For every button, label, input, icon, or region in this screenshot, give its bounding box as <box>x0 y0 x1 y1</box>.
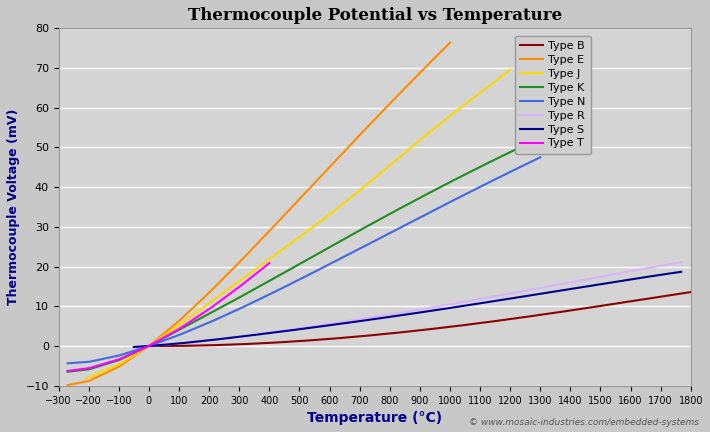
Type K <box>452 176 461 181</box>
Type B <box>173 343 181 349</box>
Type T <box>259 265 268 270</box>
Line: Type K: Type K <box>67 128 562 372</box>
Type E <box>435 51 443 57</box>
Type T <box>156 337 165 342</box>
Type N <box>293 278 302 283</box>
Legend: Type B, Type E, Type J, Type K, Type N, Type R, Type S, Type T: Type B, Type E, Type J, Type K, Type N, … <box>515 35 591 154</box>
Type T <box>74 367 82 372</box>
Type R <box>677 260 685 265</box>
Type R <box>661 262 670 267</box>
Type N <box>523 162 531 167</box>
Type J <box>288 240 296 245</box>
Type R <box>395 310 404 315</box>
Type S <box>661 271 670 276</box>
Type S <box>677 269 685 274</box>
Type J <box>493 77 502 82</box>
Type N <box>522 162 530 167</box>
Type T <box>265 260 273 266</box>
Type E <box>364 123 373 128</box>
Type J <box>493 76 502 82</box>
Type S <box>130 344 138 349</box>
Type J <box>415 137 424 143</box>
Type E <box>239 256 248 261</box>
Type K <box>63 369 72 374</box>
Type B <box>670 292 679 297</box>
Type R <box>158 343 166 348</box>
Line: Type E: Type E <box>67 43 450 385</box>
Type B <box>394 330 403 335</box>
Type J <box>277 248 285 254</box>
Type B <box>145 343 153 349</box>
Type S <box>661 272 670 277</box>
Type T <box>259 265 268 270</box>
Type J <box>506 67 515 73</box>
Type K <box>557 125 566 130</box>
Type N <box>435 205 444 210</box>
Line: Type S: Type S <box>134 272 681 347</box>
Type B <box>572 307 580 312</box>
Type N <box>87 359 96 364</box>
Type B <box>687 289 695 295</box>
Type S <box>158 343 166 348</box>
Type T <box>222 294 231 299</box>
Type R <box>561 281 569 286</box>
Type E <box>63 382 72 388</box>
Line: Type N: Type N <box>67 157 540 363</box>
Type E <box>446 40 454 45</box>
Type K <box>543 132 552 137</box>
Type J <box>82 375 90 381</box>
Type R <box>661 262 670 267</box>
Type K <box>543 132 552 137</box>
Type S <box>395 313 404 318</box>
Type E <box>435 51 443 57</box>
Type N <box>536 155 545 160</box>
Type S <box>561 287 569 292</box>
Type J <box>103 367 111 372</box>
Type N <box>63 361 72 366</box>
Title: Thermocouple Potential vs Temperature: Thermocouple Potential vs Temperature <box>187 7 562 24</box>
Text: © www.mosaic-industries.com/embedded-systems: © www.mosaic-industries.com/embedded-sys… <box>469 418 699 427</box>
Type R <box>381 313 390 318</box>
Y-axis label: Thermocouple Voltage (mV): Thermocouple Voltage (mV) <box>7 109 20 305</box>
Type K <box>304 257 312 262</box>
Type E <box>83 379 92 384</box>
Type T <box>63 368 72 374</box>
Line: Type T: Type T <box>67 263 269 371</box>
Line: Type J: Type J <box>86 70 510 378</box>
Type T <box>161 334 170 339</box>
Line: Type B: Type B <box>149 292 691 346</box>
Type B <box>408 328 417 334</box>
Type E <box>249 245 258 250</box>
X-axis label: Temperature (°C): Temperature (°C) <box>307 411 442 425</box>
Line: Type R: Type R <box>134 262 681 347</box>
Type B <box>671 292 679 297</box>
Type R <box>130 344 138 349</box>
Type K <box>89 365 97 371</box>
Type K <box>290 264 299 269</box>
Type N <box>280 284 289 289</box>
Type S <box>381 315 390 320</box>
